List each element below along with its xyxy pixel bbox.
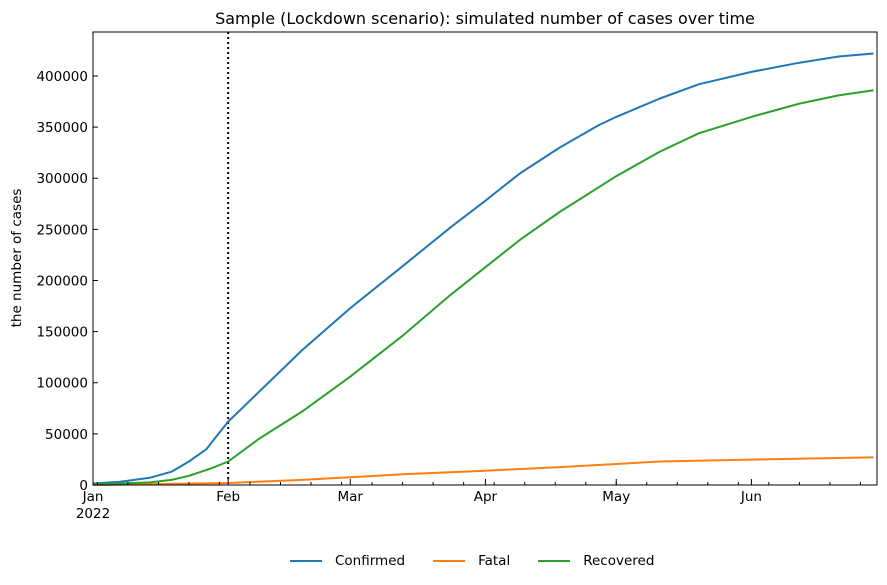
legend-item-fatal[interactable]: Fatal (433, 553, 510, 569)
x-tick-label: Jan (82, 489, 104, 505)
legend-item-recovered[interactable]: Recovered (538, 553, 654, 569)
confirmed-line-icon (290, 560, 322, 562)
y-tick-label: 400000 (36, 69, 88, 85)
legend-label: Recovered (583, 553, 655, 569)
y-tick-label: 200000 (36, 273, 88, 289)
series-line-confirmed (92, 52, 874, 485)
axes-frame (92, 31, 878, 486)
x-tick-label: Mar (338, 489, 364, 505)
plot-area (92, 32, 874, 486)
y-axis: 0 50000 100000 150000 200000 250000 300000 3500… (36, 69, 98, 494)
y-tick-label: 0 (79, 478, 88, 494)
recovered-line-icon (538, 560, 571, 562)
legend: Confirmed Fatal Recovered (290, 550, 682, 572)
x-tick-label: Feb (216, 489, 240, 505)
x-tick-label: Apr (474, 489, 498, 505)
chart-title: Sample (Lockdown scenario): simulated nu… (215, 9, 755, 28)
legend-label: Confirmed (335, 553, 406, 569)
fatal-line-icon (433, 560, 466, 562)
x-tick-label: May (602, 489, 630, 505)
series-line-fatal (92, 456, 874, 486)
x-tick-label: Jun (740, 489, 762, 505)
y-tick-label: 100000 (36, 376, 88, 392)
legend-label: Fatal (478, 553, 511, 569)
y-tick-label: 300000 (36, 171, 88, 187)
y-tick-label: 350000 (36, 120, 88, 136)
legend-item-confirmed[interactable]: Confirmed (290, 553, 405, 569)
y-axis-label: the number of cases (9, 189, 25, 328)
y-tick-label: 150000 (36, 325, 88, 341)
x-tick-label: 2022 (76, 506, 110, 522)
y-tick-label: 50000 (45, 427, 88, 443)
y-tick-label: 250000 (36, 222, 88, 238)
series-line-recovered (92, 89, 874, 486)
